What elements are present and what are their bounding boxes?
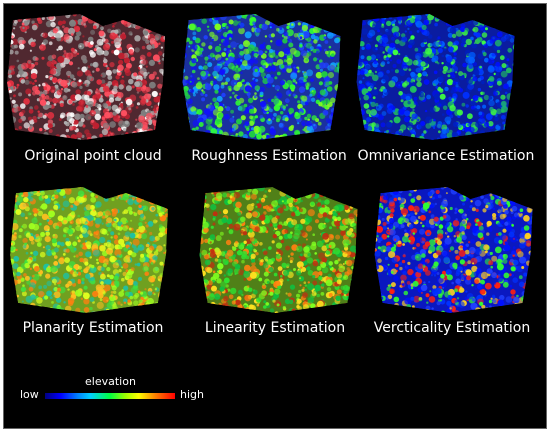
caption-verticality: Vercticality Estimation xyxy=(373,320,531,336)
caption-roughness: Roughness Estimation xyxy=(191,148,347,164)
caption-original: Original point cloud xyxy=(24,148,162,164)
panel-roughness-image xyxy=(182,14,341,140)
panel-planarity-image xyxy=(10,187,168,313)
caption-linearity: Linearity Estimation xyxy=(204,320,346,336)
caption-planarity: Planarity Estimation xyxy=(22,320,164,336)
panel-verticality-image xyxy=(374,187,533,313)
legend-color-bar xyxy=(45,393,175,399)
panel-original-image xyxy=(7,14,165,140)
legend-low-label: low xyxy=(20,388,39,401)
legend-title: elevation xyxy=(85,375,136,388)
panel-linearity-image xyxy=(199,187,358,313)
panel-omnivariance-image xyxy=(356,14,515,140)
caption-omnivariance: Omnivariance Estimation xyxy=(357,148,535,164)
legend-high-label: high xyxy=(180,388,204,401)
